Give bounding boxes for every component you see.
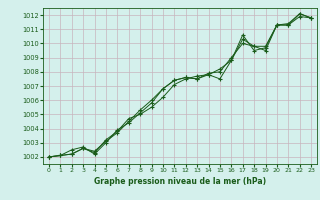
X-axis label: Graphe pression niveau de la mer (hPa): Graphe pression niveau de la mer (hPa)	[94, 177, 266, 186]
